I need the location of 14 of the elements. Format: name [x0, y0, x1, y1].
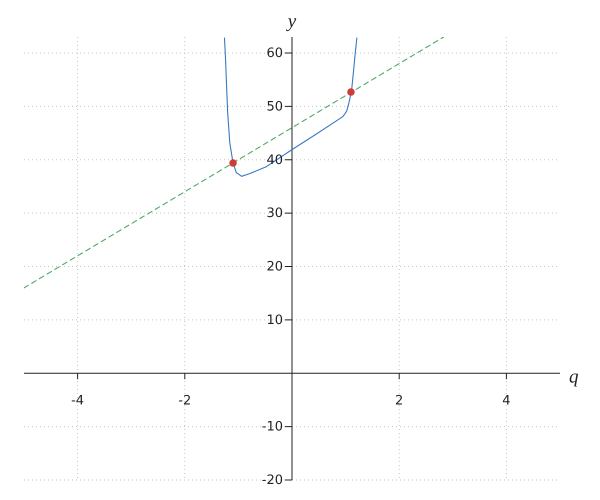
y-axis-title: y: [286, 10, 297, 32]
y-tick-label: -20: [262, 472, 283, 488]
x-tick-label: -2: [178, 392, 192, 408]
y-tick-label: 30: [266, 206, 283, 221]
x-tick-label: 2: [395, 392, 404, 408]
y-tick-label: 20: [266, 259, 283, 274]
x-tick-label: -4: [71, 392, 84, 408]
y-tick-label: 10: [266, 312, 283, 328]
y-tick-label: 50: [266, 98, 283, 114]
y-tick-label: 60: [266, 46, 283, 61]
line-series: [224, 38, 358, 177]
x-tick-label: 4: [502, 392, 511, 408]
y-tick-label: -10: [262, 419, 283, 434]
x-axis-title: q: [569, 366, 579, 387]
